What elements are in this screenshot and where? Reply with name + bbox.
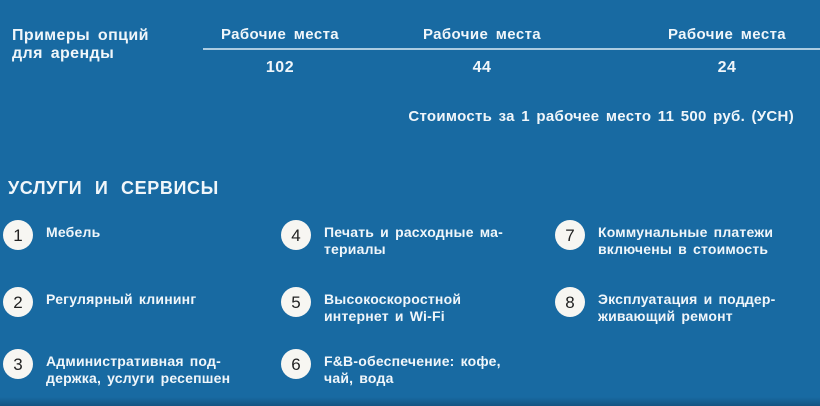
service-item: 7 Коммунальные платежи включены в стоимост… bbox=[555, 218, 817, 285]
service-item-text-line: чай, вода bbox=[324, 370, 394, 386]
intro-label-line2: для аренды bbox=[12, 45, 115, 62]
service-number-badge: 5 bbox=[281, 287, 311, 317]
intro-label: Примеры опций для аренды bbox=[12, 27, 149, 63]
service-number-badge: 1 bbox=[3, 220, 33, 250]
workplaces-column: Рабочие места 44 bbox=[397, 26, 567, 77]
service-item-text: Мебель bbox=[46, 224, 100, 241]
service-item: 8 Эксплуатация и поддер-живающий ремонт bbox=[555, 285, 817, 347]
service-item: 5 Высокоскоростной интернет и Wi-Fi bbox=[281, 285, 555, 347]
workplaces-column-title: Рабочие места bbox=[422, 26, 542, 43]
service-item-text-line: Эксплуатация и поддер- bbox=[598, 291, 776, 307]
workplaces-column: Рабочие места 24 bbox=[642, 26, 812, 77]
service-item: 2 Регулярный клининг bbox=[3, 285, 281, 347]
workplaces-column-value: 102 bbox=[265, 59, 295, 76]
service-item: 3 Административная под-держка, услуги рес… bbox=[3, 347, 281, 406]
service-item-text: Административная под-держка, услуги ресе… bbox=[46, 353, 230, 387]
service-item-text-line: Мебель bbox=[46, 224, 101, 240]
service-number-badge: 7 bbox=[555, 220, 585, 250]
workplaces-column-value: 24 bbox=[717, 59, 737, 76]
services-grid: 1 Мебель 2 Регулярный клининг 3 Административ… bbox=[3, 218, 817, 406]
service-item-text-line: Высокоскоростной bbox=[324, 291, 462, 307]
service-item-text: Печать и расходные ма-териалы bbox=[324, 224, 503, 258]
service-item-text: Высокоскоростной интернет и Wi-Fi bbox=[324, 291, 461, 325]
service-item-text-line: интернет и Wi-Fi bbox=[324, 308, 445, 324]
service-item-text-line: Административная под- bbox=[46, 353, 221, 369]
service-item-text-line: Коммунальные платежи bbox=[598, 224, 774, 240]
bottom-shade bbox=[0, 397, 820, 406]
service-number-badge: 2 bbox=[3, 287, 33, 317]
service-number-badge: 4 bbox=[281, 220, 311, 250]
workplaces-column: Рабочие места 102 bbox=[195, 26, 365, 77]
intro-label-line1: Примеры опций bbox=[12, 27, 149, 44]
service-item-text: F&B-обеспечение: кофе, чай, вода bbox=[324, 353, 501, 387]
service-number-badge: 3 bbox=[3, 349, 33, 379]
service-number-badge: 6 bbox=[281, 349, 311, 379]
service-item-text: Эксплуатация и поддер-живающий ремонт bbox=[598, 291, 776, 325]
header-underline bbox=[203, 48, 820, 50]
workplaces-column-title: Рабочие места bbox=[220, 26, 340, 43]
service-item-text-line: Регулярный клининг bbox=[46, 291, 197, 307]
service-item-text: Коммунальные платежи включены в стоимость bbox=[598, 224, 773, 258]
service-item-text-line: живающий ремонт bbox=[598, 308, 733, 324]
service-item: 1 Мебель bbox=[3, 218, 281, 285]
service-number-badge: 8 bbox=[555, 287, 585, 317]
service-item: 4 Печать и расходные ма-териалы bbox=[281, 218, 555, 285]
workplaces-column-value: 44 bbox=[472, 59, 492, 76]
service-item: 6 F&B-обеспечение: кофе, чай, вода bbox=[281, 347, 555, 406]
service-item-text: Регулярный клининг bbox=[46, 291, 196, 308]
service-item-text-line: включены в стоимость bbox=[598, 241, 769, 257]
service-item-text-line: держка, услуги ресепшен bbox=[46, 370, 231, 386]
services-heading: УСЛУГИ И СЕРВИСЫ bbox=[8, 178, 219, 198]
workplaces-column-title: Рабочие места bbox=[667, 26, 787, 43]
price-note: Стоимость за 1 рабочее место 11 500 руб.… bbox=[408, 108, 794, 125]
service-item-text-line: териалы bbox=[324, 241, 386, 257]
service-item-text-line: Печать и расходные ма- bbox=[324, 224, 504, 240]
service-item-text-line: F&B-обеспечение: кофе, bbox=[324, 353, 501, 369]
